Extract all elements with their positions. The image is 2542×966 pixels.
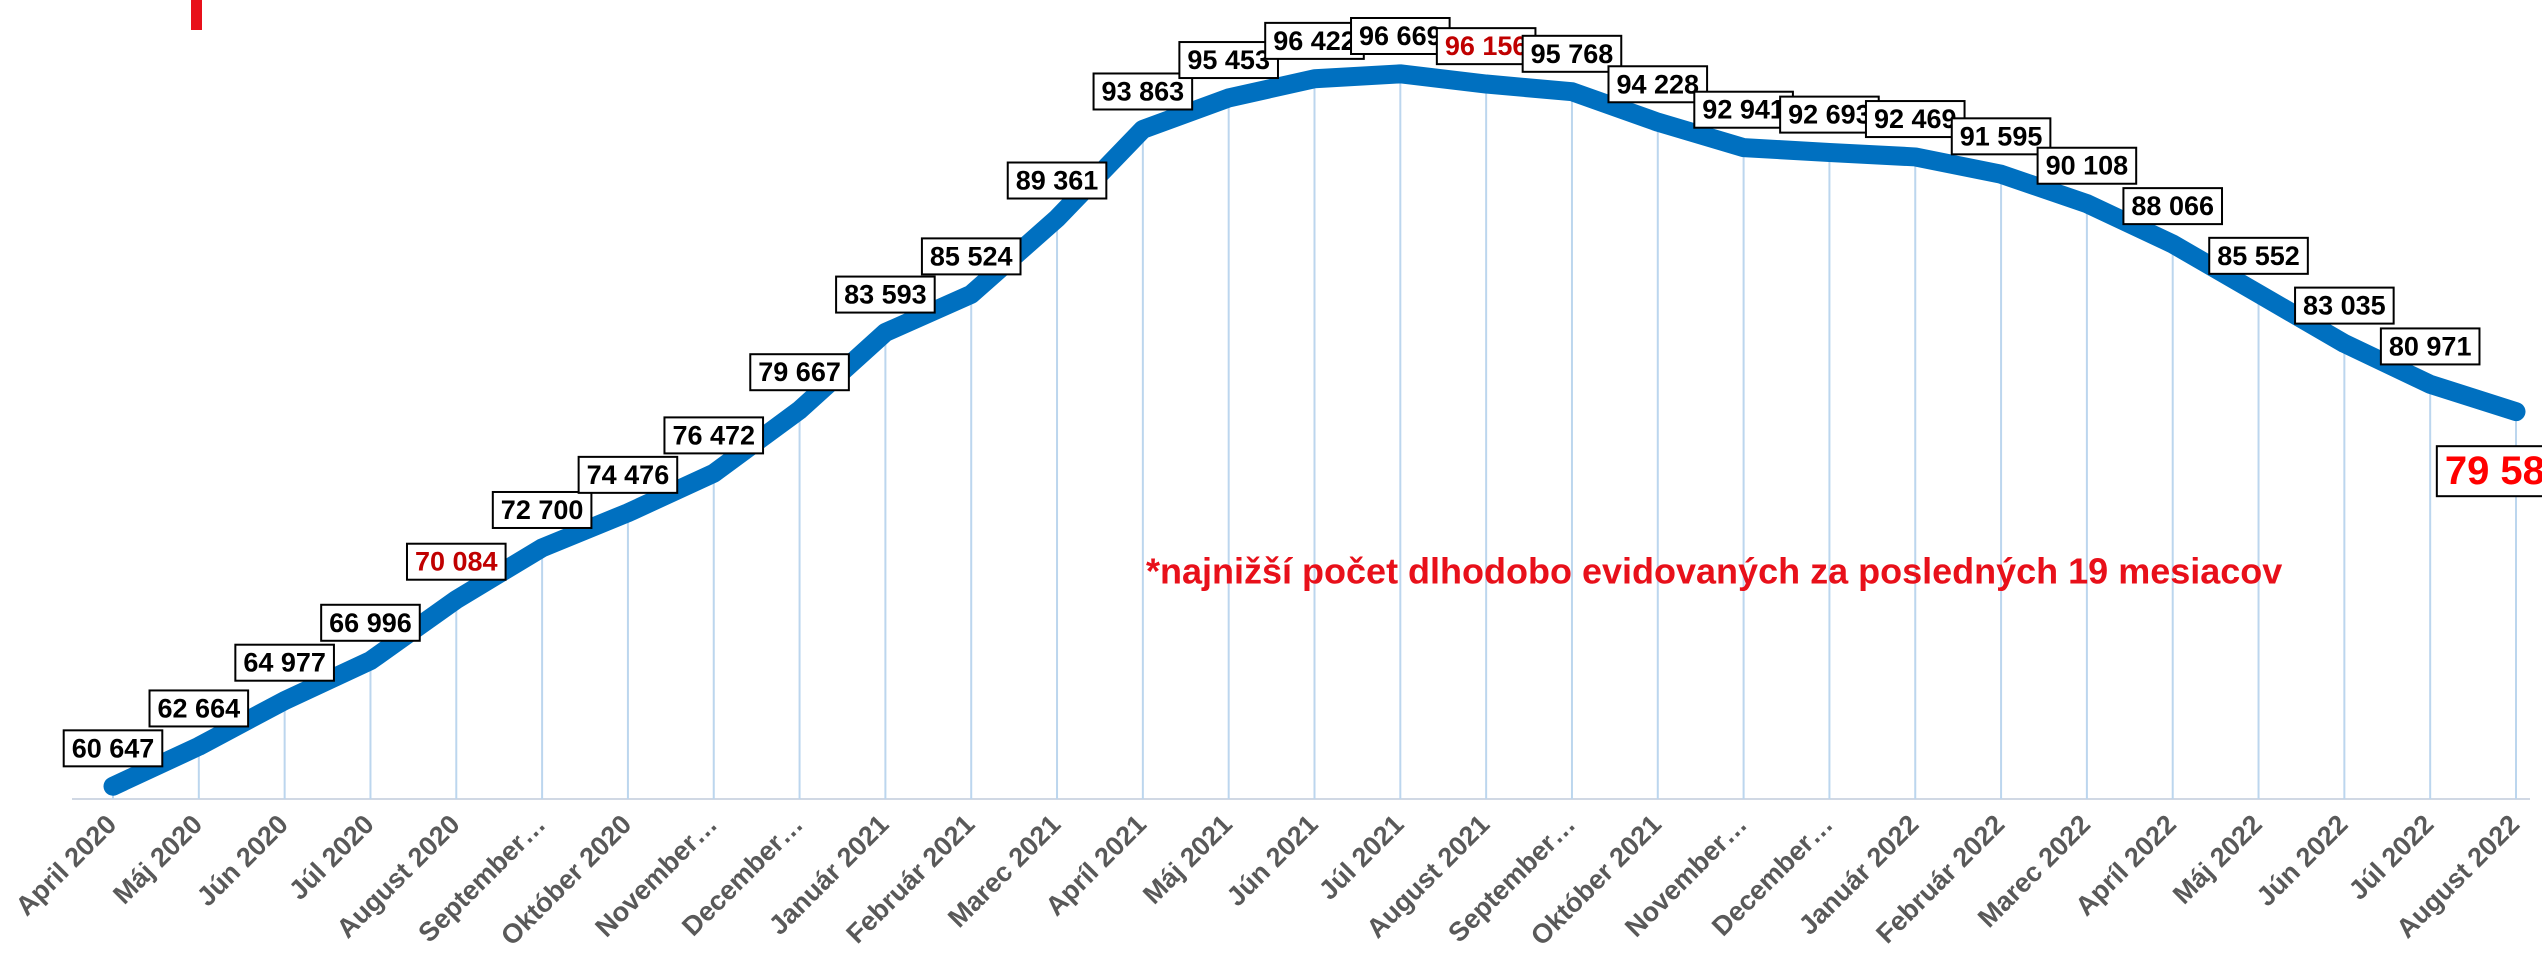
data-label: 60 647 xyxy=(72,733,155,763)
data-label-box xyxy=(2435,445,2542,498)
x-tick-label: Máj 2021 xyxy=(1137,809,1238,910)
data-label: 92 693 xyxy=(1788,100,1871,130)
annotation: *najnižší počet dlhodobo evidovaných za … xyxy=(1146,551,2282,592)
data-label: 96 669 xyxy=(1359,21,1442,51)
data-label-group: 94 228 xyxy=(1607,65,1709,104)
data-label-group: 83 035 xyxy=(2294,286,2395,325)
data-label-group: 72 700 xyxy=(491,490,593,529)
data-label: 74 476 xyxy=(587,460,670,490)
data-label: 88 066 xyxy=(2131,191,2214,221)
data-label-group: 91 595 xyxy=(1950,117,2052,156)
data-label-group: 85 552 xyxy=(2208,236,2309,275)
data-label-box xyxy=(1178,41,1279,80)
data-label-box xyxy=(1607,65,1709,104)
data-label: 95 453 xyxy=(1187,45,1270,75)
x-tick-label: Máj 2020 xyxy=(107,809,208,910)
data-label-box xyxy=(491,490,593,529)
data-label: 83 593 xyxy=(844,280,927,310)
data-label: 96 156 xyxy=(1445,31,1528,61)
data-label-box xyxy=(1864,100,1966,139)
data-label-box xyxy=(234,643,335,682)
data-label-group: 96 669 xyxy=(1350,16,1451,55)
data-label-group: 88 066 xyxy=(2122,187,2224,226)
data-label: 94 228 xyxy=(1616,69,1699,99)
data-label-box xyxy=(1950,117,2052,156)
data-label-box xyxy=(1693,90,1794,129)
data-label-group: 80 971 xyxy=(2379,327,2481,366)
data-label-box xyxy=(920,237,1022,276)
data-label-group: 92 469 xyxy=(1864,100,1966,139)
data-label-box xyxy=(577,455,679,494)
data-label-box xyxy=(663,416,765,455)
x-tick-label: Jún 2021 xyxy=(1221,809,1324,912)
data-label-group: 95 453 xyxy=(1178,41,1279,80)
data-label-box xyxy=(1521,34,1623,73)
data-label: 89 361 xyxy=(1016,166,1099,196)
line xyxy=(103,64,2526,796)
data-label: 62 664 xyxy=(158,693,241,723)
x-tick-label: Jún 2022 xyxy=(2251,809,2354,912)
data-label: 85 524 xyxy=(930,241,1013,271)
lines xyxy=(103,64,2526,796)
data-label-group: 89 361 xyxy=(1006,161,1108,200)
data-label-group: 96 422 xyxy=(1264,21,1365,60)
data-label-group: 96 156 xyxy=(1435,27,1537,66)
data-label-group: 79 589 xyxy=(2435,445,2542,498)
data-label: 79 667 xyxy=(758,357,841,387)
data-label-box xyxy=(2294,286,2395,325)
data-label-group: 70 084 xyxy=(405,542,507,581)
data-label-group: 92 941 xyxy=(1693,90,1794,129)
data-label-box xyxy=(320,603,421,642)
data-label: 79 589 xyxy=(2445,449,2542,493)
data-label: 66 996 xyxy=(329,608,412,638)
x-tick-label: Jún 2020 xyxy=(191,809,294,912)
data-label: 64 977 xyxy=(243,648,326,678)
data-label-box xyxy=(1779,95,1880,134)
data-label-box xyxy=(2208,236,2309,275)
data-label-box xyxy=(2379,327,2481,366)
data-label: 93 863 xyxy=(1102,76,1185,106)
data-label-box xyxy=(2036,146,2138,185)
data-label-group: 83 593 xyxy=(835,275,936,314)
data-label-group: 62 664 xyxy=(148,689,250,728)
data-label: 85 552 xyxy=(2217,241,2300,271)
data-label: 76 472 xyxy=(672,420,755,450)
data-label: 90 108 xyxy=(2046,151,2129,181)
data-label-box xyxy=(749,353,850,392)
data-label-group: 93 863 xyxy=(1092,72,1194,111)
data-label: 70 084 xyxy=(415,547,498,577)
data-label-box xyxy=(405,542,507,581)
data-label-group: 66 996 xyxy=(320,603,421,642)
data-label-box xyxy=(148,689,250,728)
data-label-group: 85 524 xyxy=(920,237,1022,276)
data-label: 91 595 xyxy=(1960,121,2043,151)
data-label-box xyxy=(62,729,164,768)
x-tick-label: Máj 2022 xyxy=(2167,809,2268,910)
data-label-box xyxy=(835,275,936,314)
data-label: 92 941 xyxy=(1702,95,1785,125)
data-label: 92 469 xyxy=(1874,104,1957,134)
data-label-group: 74 476 xyxy=(577,455,679,494)
data-label-box xyxy=(1092,72,1194,111)
data-label-group: 79 667 xyxy=(749,353,850,392)
logo-mark xyxy=(191,0,202,30)
data-label-group: 95 768 xyxy=(1521,34,1623,73)
data-label: 83 035 xyxy=(2303,291,2386,321)
data-label-group: 64 977 xyxy=(234,643,335,682)
data-label: 72 700 xyxy=(501,495,584,525)
data-label-group: 76 472 xyxy=(663,416,765,455)
data-label: 96 422 xyxy=(1273,26,1356,56)
data-label-box xyxy=(1006,161,1108,200)
data-label-box xyxy=(2122,187,2224,226)
data-label-group: 90 108 xyxy=(2036,146,2138,185)
x-tick-label: April 2020 xyxy=(10,809,122,921)
data-label: 80 971 xyxy=(2389,331,2472,361)
data-label-group: 92 693 xyxy=(1779,95,1880,134)
data-label-group: 60 647 xyxy=(62,729,164,768)
data-label: 95 768 xyxy=(1531,39,1614,69)
